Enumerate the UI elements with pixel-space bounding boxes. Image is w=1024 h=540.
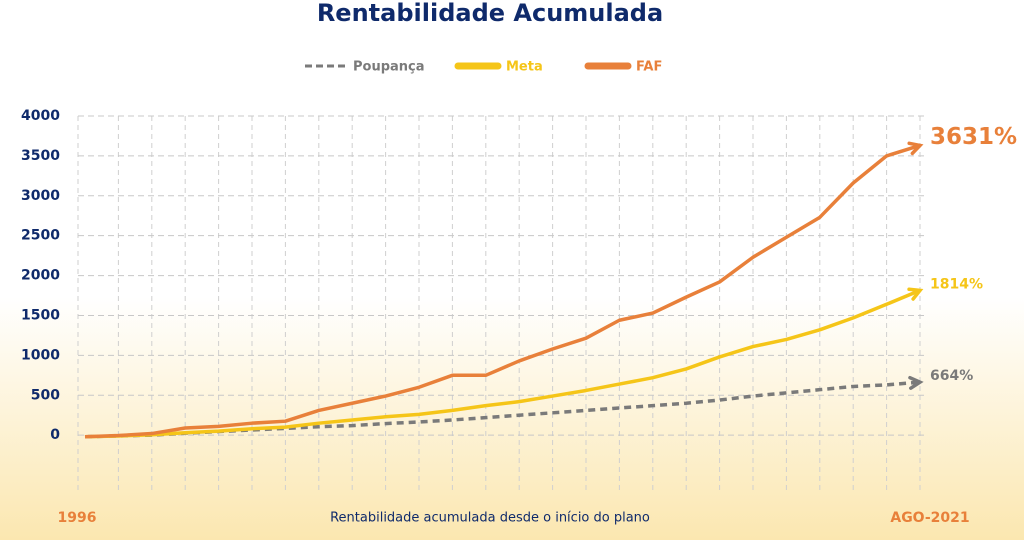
series-line — [84, 143, 921, 439]
legend-label: Meta — [506, 60, 543, 75]
x-tick-label: AGO-2021 — [890, 510, 969, 526]
series-line — [84, 380, 921, 439]
y-tick-label: 2500 — [21, 228, 60, 244]
legend-label: FAF — [636, 60, 662, 75]
legend: Poupança Meta FAF — [305, 60, 662, 75]
arrow-head — [907, 287, 924, 301]
series-line — [84, 288, 921, 439]
x-axis-label: Rentabilidade acumulada desde o início d… — [330, 511, 650, 526]
y-tick-label: 3000 — [21, 188, 60, 204]
plot: 0 500 1000 1500 2000 2500 3000 3500 4000 1996 AGO-… — [21, 108, 1017, 526]
y-tick-label: 3500 — [21, 148, 60, 164]
y-tick-label: 1500 — [21, 307, 60, 323]
value-label: 3631% — [930, 124, 1017, 150]
value-label: 664% — [930, 368, 973, 384]
y-tick-label: 0 — [50, 427, 60, 443]
legend-label: Poupança — [353, 60, 425, 75]
y-tick-label: 4000 — [21, 108, 60, 124]
value-label: 1814% — [930, 276, 983, 292]
chart-title: Rentabilidade Acumulada — [317, 0, 663, 27]
arrow-head — [908, 375, 924, 390]
arrow-head — [907, 141, 924, 156]
y-tick-label: 500 — [31, 387, 60, 403]
y-tick-label: 1000 — [21, 347, 60, 363]
x-tick-label: 1996 — [58, 510, 97, 526]
y-tick-label: 2000 — [21, 268, 60, 284]
